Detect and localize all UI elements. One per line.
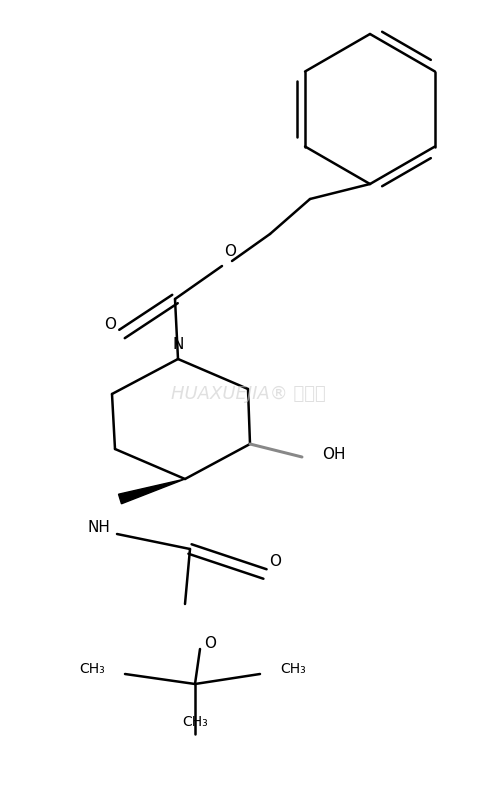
Text: NH: NH	[87, 519, 110, 534]
Text: O: O	[104, 316, 116, 331]
Text: O: O	[269, 555, 281, 570]
Text: CH₃: CH₃	[182, 715, 208, 729]
Text: O: O	[204, 637, 216, 652]
Text: O: O	[224, 244, 236, 259]
Text: HUAXUEJIA® 化学加: HUAXUEJIA® 化学加	[171, 385, 325, 403]
Text: N: N	[172, 336, 184, 352]
Polygon shape	[119, 479, 185, 504]
Text: OH: OH	[322, 447, 346, 462]
Text: CH₃: CH₃	[280, 662, 306, 676]
Text: CH₃: CH₃	[79, 662, 105, 676]
